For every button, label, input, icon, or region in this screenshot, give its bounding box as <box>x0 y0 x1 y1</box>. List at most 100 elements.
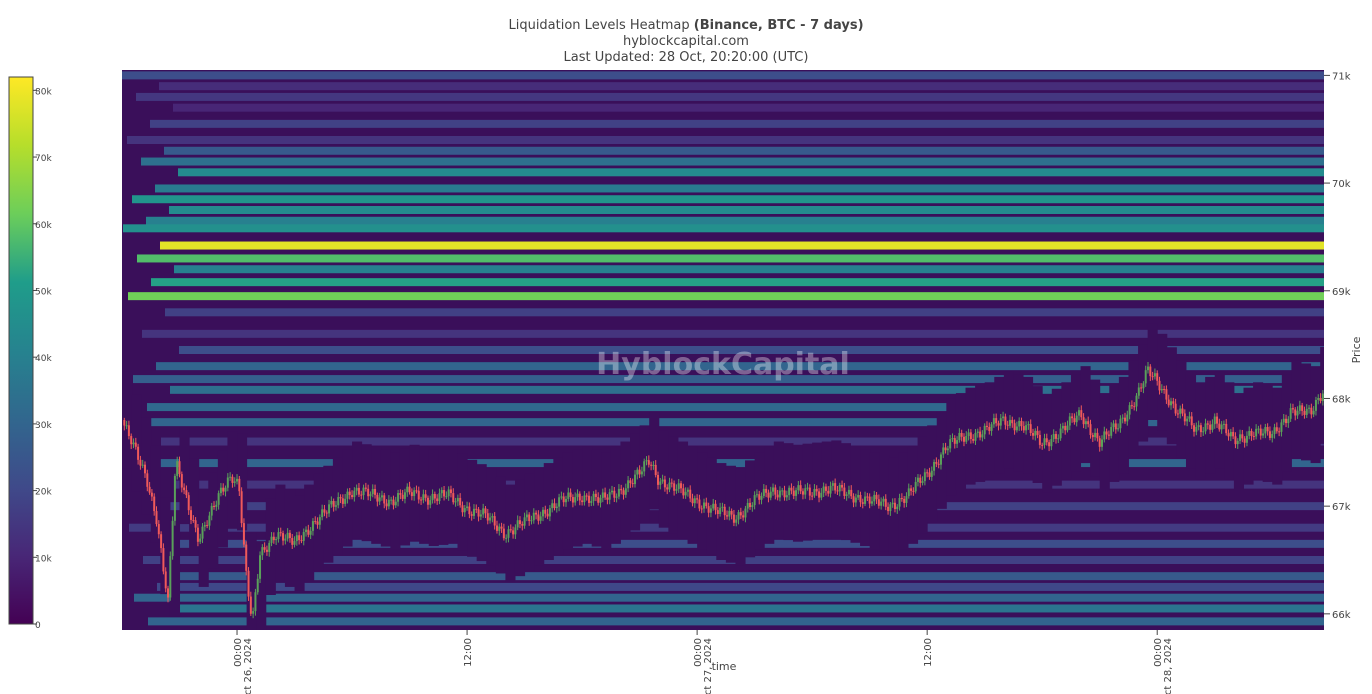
liquidated-zone <box>1128 360 1139 458</box>
candle-body <box>1091 434 1094 438</box>
candle-body <box>587 495 590 503</box>
candle-body <box>560 496 563 498</box>
candle-body <box>1124 417 1127 422</box>
liquidated-zone <box>1070 374 1082 472</box>
candle-body <box>1048 442 1051 447</box>
candle-body <box>1266 427 1269 432</box>
liquidation-band <box>136 92 1324 101</box>
liquidation-band <box>122 71 1324 80</box>
candle-body <box>608 492 611 500</box>
candle-body <box>426 497 429 505</box>
candle-body <box>951 438 954 440</box>
liquidation-band <box>155 184 1324 193</box>
candle-body <box>1232 431 1235 437</box>
candle-body <box>647 460 650 465</box>
time-tick-date: Oct 28, 2024 <box>1163 638 1174 694</box>
candle-body <box>599 497 602 503</box>
candle-body <box>226 477 229 488</box>
liquidated-zone <box>313 473 324 571</box>
candle-body <box>390 499 393 501</box>
candle-body <box>229 476 232 478</box>
candle-body <box>367 488 370 497</box>
candle-body <box>700 508 703 510</box>
candle-body <box>923 472 926 482</box>
candle-body <box>1308 407 1311 409</box>
candle-body <box>907 488 910 497</box>
candle-body <box>127 425 130 437</box>
candle-body <box>328 504 331 514</box>
candle-body <box>698 499 701 509</box>
candle-body <box>364 487 367 489</box>
candle-body <box>615 496 618 498</box>
candle-body <box>472 508 475 516</box>
candle-body <box>341 498 344 504</box>
liquidation-band <box>151 278 1324 287</box>
candle-body <box>436 498 439 502</box>
liquidated-zone <box>840 443 851 541</box>
candle-body <box>489 517 492 521</box>
candle-body <box>321 509 324 518</box>
candle-body <box>1264 427 1267 434</box>
candle-body <box>590 500 593 503</box>
candle-body <box>933 461 936 471</box>
candle-body <box>1236 440 1239 445</box>
candle-body <box>535 512 538 515</box>
candle-body <box>1204 423 1207 432</box>
candle-body <box>592 493 595 501</box>
candle-body <box>726 515 729 517</box>
candle-body <box>753 495 756 506</box>
liquidated-zone <box>1291 360 1302 458</box>
candle-body <box>1227 433 1230 437</box>
candle-body <box>286 532 289 539</box>
liquidated-zone <box>256 541 267 630</box>
candle-body <box>1034 430 1037 436</box>
candle-body <box>719 507 722 515</box>
candle-body <box>716 510 719 515</box>
candle-body <box>999 418 1002 426</box>
candle-body <box>298 535 301 541</box>
colorbar-tick-label: 50k <box>35 287 52 297</box>
liquidated-zone <box>380 449 391 547</box>
candle-body <box>1305 408 1308 415</box>
candle-body <box>617 488 620 497</box>
liquidated-zone <box>1272 387 1283 485</box>
candle-body <box>799 485 802 492</box>
candle-body <box>1213 416 1216 425</box>
candle-body <box>463 508 466 513</box>
colorbar-tick-label: 10k <box>35 554 52 564</box>
liquidated-zone <box>179 427 190 525</box>
candle-body <box>783 490 786 498</box>
candle-body <box>240 491 243 524</box>
candle-body <box>781 490 784 492</box>
candle-body <box>167 588 170 598</box>
liquidation-band <box>157 582 1324 591</box>
candle-body <box>629 480 632 484</box>
candle-body <box>1211 424 1214 430</box>
liquidation-band <box>171 604 1324 613</box>
candle-body <box>622 490 625 495</box>
liquidated-zone <box>371 446 382 544</box>
candle-body <box>247 570 250 597</box>
candle-body <box>760 496 763 500</box>
liquidated-zone <box>1166 347 1177 445</box>
candle-body <box>1195 426 1198 432</box>
candle-body <box>479 514 482 517</box>
candle-body <box>1220 424 1223 430</box>
liquidation-band <box>134 593 1324 602</box>
candle-body <box>1133 406 1136 408</box>
candle-body <box>562 496 565 503</box>
candle-body <box>309 530 312 535</box>
candle-body <box>256 578 259 593</box>
candle-body <box>162 548 165 572</box>
chart-title: Liquidation Levels Heatmap (Binance, BTC… <box>508 18 864 33</box>
candle-body <box>410 492 413 497</box>
liquidation-band <box>137 254 1324 263</box>
candle-body <box>891 502 894 505</box>
candle-body <box>937 463 940 465</box>
candle-body <box>887 506 890 512</box>
candle-body <box>125 425 128 427</box>
candle-body <box>217 493 220 505</box>
liquidated-zone <box>591 449 602 547</box>
candle-body <box>505 537 508 539</box>
colorbar-tick-label: 0 <box>35 621 41 631</box>
